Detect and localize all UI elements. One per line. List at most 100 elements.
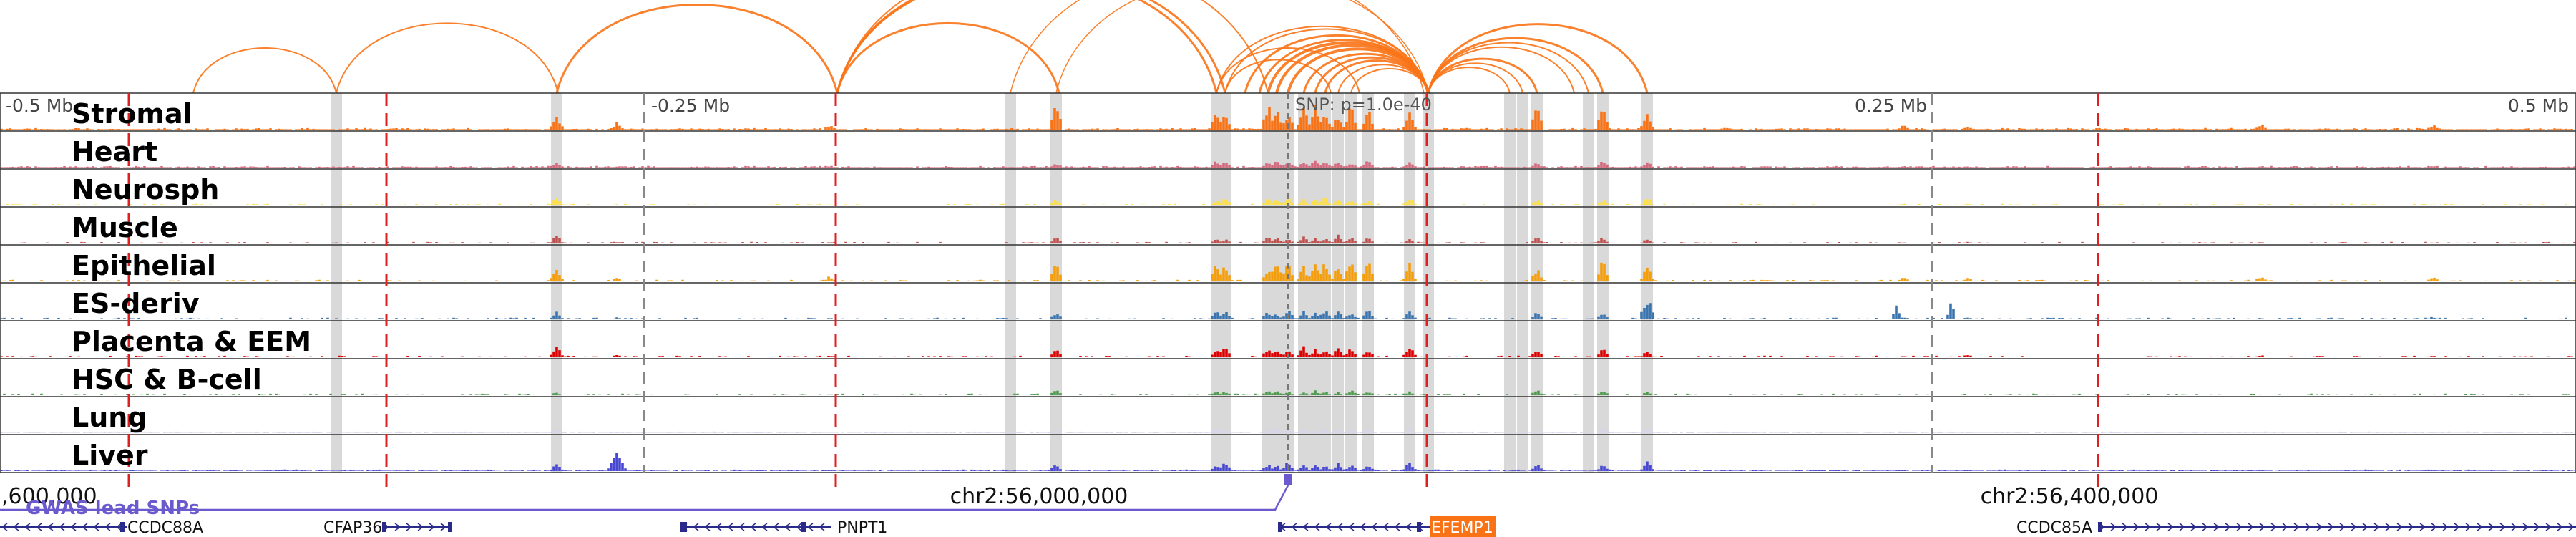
track-label: Heart — [72, 136, 157, 168]
strand-arrow — [115, 523, 122, 531]
strand-arrow — [749, 523, 756, 531]
strand-arrow — [1347, 523, 1355, 531]
gwas-track-label: GWAS lead SNPs — [26, 498, 200, 519]
scale-tick-label: 0.5 Mb — [2508, 95, 2569, 116]
track-label: Muscle — [72, 212, 178, 243]
strand-arrow — [2156, 523, 2163, 531]
strand-arrow — [2534, 523, 2541, 531]
strand-arrow — [1313, 523, 1320, 531]
signal-peaks — [0, 428, 2576, 433]
strand-arrow — [2270, 523, 2278, 531]
signal-peaks — [0, 390, 2576, 395]
interaction-arc — [836, 0, 1226, 94]
signal-peaks — [0, 262, 2576, 281]
strand-arrow — [2396, 523, 2404, 531]
strand-arrow — [2419, 523, 2426, 531]
strand-arrow — [394, 523, 401, 531]
strand-arrow — [2454, 523, 2461, 531]
strand-arrow — [1370, 523, 1377, 531]
interaction-arc — [336, 22, 559, 94]
strand-arrow — [2442, 523, 2449, 531]
strand-arrow — [47, 523, 54, 531]
strand-arrow — [2373, 523, 2381, 531]
track-label: Epithelial — [72, 250, 216, 281]
interaction-arc — [1055, 0, 1429, 94]
interaction-arc — [1010, 0, 1425, 94]
strand-arrow — [1405, 523, 1412, 531]
domain-boundaries — [127, 93, 2099, 487]
strand-arrow — [1359, 523, 1366, 531]
strand-arrow — [104, 523, 111, 531]
gene-label: CFAP36 — [323, 519, 382, 537]
interaction-arc — [192, 47, 337, 94]
strand-arrow — [1, 523, 8, 531]
strand-arrow — [417, 523, 424, 531]
signal-peaks — [0, 303, 2576, 319]
gwas-track: GWAS lead SNPs — [0, 474, 1292, 519]
interaction-arc — [1224, 59, 1332, 94]
strand-arrow — [81, 523, 88, 531]
gene-exon — [680, 522, 687, 532]
strand-arrow — [2545, 523, 2552, 531]
strand-arrow — [2488, 523, 2495, 531]
strand-arrow — [2259, 523, 2266, 531]
gene-exon — [801, 522, 806, 532]
gene-exon — [448, 522, 452, 532]
strand-arrow — [795, 523, 802, 531]
strand-arrow — [2499, 523, 2507, 531]
strand-arrow — [12, 523, 19, 531]
track-label: HSC & B-cell — [72, 364, 262, 395]
coordinate-label: chr2:56,000,000 — [950, 484, 1128, 509]
scale-tick-label: -0.5 Mb — [6, 95, 73, 116]
strand-arrow — [772, 523, 779, 531]
strand-arrow — [2167, 523, 2175, 531]
gene-label: CCDC88A — [127, 519, 203, 537]
scale-tick-label: -0.25 Mb — [651, 95, 730, 116]
strand-arrow — [2351, 523, 2358, 531]
coordinate-axis: ,600,000 chr2:56,000,000 chr2:56,400,000 — [1, 484, 2158, 509]
strand-arrow — [2465, 523, 2472, 531]
strand-arrow — [2511, 523, 2518, 531]
track-label: ES-deriv — [72, 288, 200, 319]
signal-peaks — [0, 160, 2576, 168]
signal-peaks — [0, 234, 2576, 243]
gene-label: EFEMP1 — [1431, 519, 1493, 537]
strand-arrow — [2339, 523, 2346, 531]
interaction-arc — [1428, 46, 1575, 94]
strand-arrow — [806, 523, 814, 531]
track-liver — [0, 453, 2576, 473]
interaction-arc — [1216, 47, 1360, 94]
strand-arrow — [692, 523, 699, 531]
snp-annotation: SNP: p=1.0e-40 — [1295, 95, 1432, 115]
strand-arrow — [2385, 523, 2392, 531]
signal-peaks — [0, 453, 2576, 471]
gene-label: PNPT1 — [837, 519, 887, 537]
strand-arrow — [2557, 523, 2564, 531]
strand-arrow — [2133, 523, 2140, 531]
strand-arrow — [703, 523, 711, 531]
gene-exon — [1278, 522, 1282, 532]
gene-label: CCDC85A — [2016, 519, 2092, 537]
strand-arrow — [2179, 523, 2186, 531]
strand-arrow — [2362, 523, 2369, 531]
scale-bar: -0.5 Mb -0.25 Mb 0.25 Mb 0.5 Mb SNP: p=1… — [6, 95, 2569, 116]
track-label: Stromal — [72, 98, 192, 130]
signal-peaks — [0, 105, 2573, 130]
coordinate-label: chr2:56,400,000 — [1981, 484, 2159, 509]
track-es-deriv — [0, 303, 2576, 321]
strand-arrow — [2408, 523, 2415, 531]
gwas-lead-snp — [1284, 474, 1292, 485]
scale-tick-label: 0.25 Mb — [1855, 95, 1927, 116]
interaction-arc — [1428, 67, 1511, 94]
interaction-arc — [836, 0, 1269, 94]
coordinate-label: ,600,000 — [1, 484, 97, 509]
track-stromal — [0, 105, 2576, 132]
strand-arrow — [2305, 523, 2312, 531]
strand-arrow — [69, 523, 77, 531]
strand-arrow — [2293, 523, 2301, 531]
strand-arrow — [2248, 523, 2255, 531]
strand-arrow — [2122, 523, 2129, 531]
highlight-columns — [331, 93, 1653, 473]
strand-arrow — [2522, 523, 2529, 531]
